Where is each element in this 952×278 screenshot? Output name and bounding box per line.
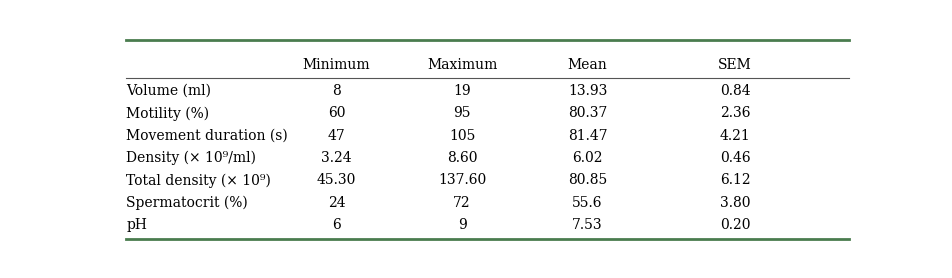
Text: pH: pH <box>127 218 148 232</box>
Text: 81.47: 81.47 <box>567 129 607 143</box>
Text: 6.02: 6.02 <box>572 151 603 165</box>
Text: 80.85: 80.85 <box>568 173 607 187</box>
Text: 8: 8 <box>332 84 341 98</box>
Text: 137.60: 137.60 <box>438 173 486 187</box>
Text: 80.37: 80.37 <box>567 106 607 120</box>
Text: SEM: SEM <box>718 58 752 73</box>
Text: 4.21: 4.21 <box>720 129 750 143</box>
Text: Density (× 10⁹/ml): Density (× 10⁹/ml) <box>127 151 256 165</box>
Text: Motility (%): Motility (%) <box>127 106 209 121</box>
Text: 95: 95 <box>453 106 471 120</box>
Text: 3.24: 3.24 <box>322 151 352 165</box>
Text: 47: 47 <box>327 129 346 143</box>
Text: Mean: Mean <box>567 58 607 73</box>
Text: Maximum: Maximum <box>426 58 497 73</box>
Text: 55.6: 55.6 <box>572 196 603 210</box>
Text: 24: 24 <box>327 196 346 210</box>
Text: 0.20: 0.20 <box>720 218 750 232</box>
Text: 72: 72 <box>453 196 471 210</box>
Text: 9: 9 <box>458 218 466 232</box>
Text: 0.46: 0.46 <box>720 151 750 165</box>
Text: 60: 60 <box>327 106 346 120</box>
Text: 13.93: 13.93 <box>567 84 607 98</box>
Text: 45.30: 45.30 <box>317 173 356 187</box>
Text: 3.80: 3.80 <box>720 196 750 210</box>
Text: Movement duration (s): Movement duration (s) <box>127 129 288 143</box>
Text: 7.53: 7.53 <box>572 218 603 232</box>
Text: Minimum: Minimum <box>303 58 370 73</box>
Text: 6.12: 6.12 <box>720 173 750 187</box>
Text: 0.84: 0.84 <box>720 84 750 98</box>
Text: Total density (× 10⁹): Total density (× 10⁹) <box>127 173 271 188</box>
Text: 105: 105 <box>449 129 475 143</box>
Text: Spermatocrit (%): Spermatocrit (%) <box>127 195 248 210</box>
Text: 8.60: 8.60 <box>446 151 477 165</box>
Text: 2.36: 2.36 <box>720 106 750 120</box>
Text: 19: 19 <box>453 84 471 98</box>
Text: Volume (ml): Volume (ml) <box>127 84 211 98</box>
Text: 6: 6 <box>332 218 341 232</box>
